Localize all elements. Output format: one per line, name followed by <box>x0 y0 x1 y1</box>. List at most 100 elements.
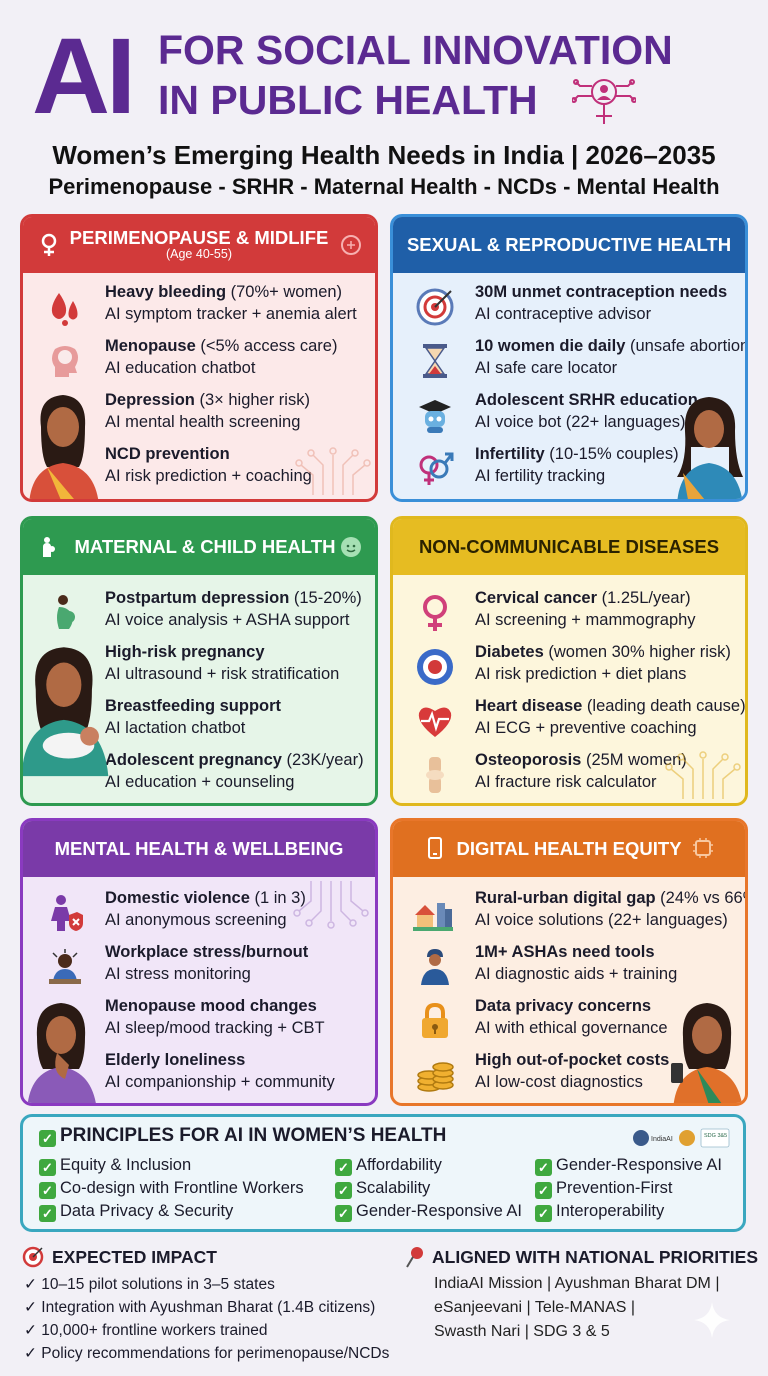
blood-drops-icon <box>51 293 78 326</box>
card-ncd-title: NON-COMMUNICABLE DISEASES <box>418 535 720 557</box>
woman-phone-illustration <box>671 1003 742 1103</box>
list-item: Menopause mood changes AI sleep/mood tra… <box>105 997 325 1037</box>
principle-item: ✓ Co-design with Frontline Workers <box>39 1179 304 1199</box>
gender-symbols-icon <box>419 452 454 485</box>
check-icon: ✓ <box>39 1130 56 1147</box>
check-icon: ✓ <box>535 1159 552 1176</box>
list-item: Adolescent SRHR education AI voice bot (… <box>393 389 745 443</box>
padlock-icon <box>422 1002 448 1038</box>
impact-item: ✓ 10–15 pilot solutions in 3–5 states <box>24 1276 275 1293</box>
list-item: NCD prevention AI risk prediction + coac… <box>105 445 312 485</box>
impact-item: ✓ Integration with Ayushman Bharat (1.4B… <box>24 1299 376 1316</box>
card-maternal-title: MATERNAL & CHILD HEALTH <box>74 535 336 557</box>
aligned-line: IndiaAI Mission | Ayushman Bharat DM | <box>434 1275 720 1292</box>
brain-chip-icon <box>341 235 361 255</box>
card-digital-title: DIGITAL HEALTH EQUITY <box>456 837 682 859</box>
chip-icon <box>693 838 713 858</box>
card-perimenopause-header: PERIMENOPAUSE & MIDLIFE (Age 40-55) <box>23 217 375 273</box>
list-item: Rural-urban digital gap (24% vs 66%) AI … <box>393 887 745 941</box>
impact-item: ✓ Policy recommendations for perimenopau… <box>24 1345 390 1362</box>
diabetes-icon <box>417 649 453 685</box>
card-perimenopause-title: PERIMENOPAUSE & MIDLIFE <box>69 226 329 248</box>
sparkle-icon <box>694 1302 730 1338</box>
card-digital: DIGITAL HEALTH EQUITY Rural-urban digita… <box>390 818 748 1106</box>
list-item: Workplace stress/burnout AI stress monit… <box>23 941 375 995</box>
list-item: Postpartum depression (15-20%) AI voice … <box>23 587 375 641</box>
card-perimenopause: PERIMENOPAUSE & MIDLIFE (Age 40-55) Heavy… <box>20 214 378 502</box>
card-ncd: NON-COMMUNICABLE DISEASES Cervical cance… <box>390 516 748 806</box>
partner-logos: IndiaAI SDG 3&5 <box>633 1128 730 1148</box>
hourglass-icon <box>423 344 447 378</box>
pushpin-icon <box>406 1247 423 1268</box>
principle-item: ✓ Prevention-First <box>535 1179 672 1199</box>
card-srh-title: SEXUAL & REPRODUCTIVE HEALTH <box>406 233 732 255</box>
list-item: High-risk pregnancy AI ultrasound + risk… <box>105 643 340 683</box>
smartphone-icon <box>428 837 442 859</box>
check-icon: ✓ <box>335 1159 352 1176</box>
principle-item: ✓ Data Privacy & Security <box>39 1202 233 1222</box>
list-item: Diabetes (women 30% higher risk) AI risk… <box>393 641 745 695</box>
card-maternal: MATERNAL & CHILD HEALTH Postpartum depre… <box>20 516 378 806</box>
circuit-decoration-icon <box>293 881 369 929</box>
woman-shield-icon <box>51 895 83 931</box>
subtitle: Women’s Emerging Health Needs in India |… <box>52 140 716 170</box>
principle-item: ✓ Interoperability <box>535 1202 664 1222</box>
list-item: 1M+ ASHAs need tools AI diagnostic aids … <box>393 941 745 995</box>
thinking-woman-illustration <box>27 1003 96 1103</box>
check-icon: ✓ <box>335 1205 352 1222</box>
mother-baby-icon <box>43 537 55 557</box>
principle-item: ✓ Gender-Responsive AI <box>335 1202 522 1222</box>
impact-item: ✓ 10,000+ frontline workers trained <box>24 1322 268 1339</box>
list-item: 30M unmet contraception needs AI contrac… <box>393 281 745 335</box>
list-item: Osteoporosis (25M women) AI fracture ris… <box>393 749 745 803</box>
aligned-line: Swasth Nari | SDG 3 & 5 <box>434 1323 610 1340</box>
card-mental: MENTAL HEALTH & WELLBEING Domestic viole… <box>20 818 378 1106</box>
sdg-logo-text: SDG 3&5 <box>704 1133 727 1139</box>
list-item: Adolescent pregnancy (23K/year) AI educa… <box>105 751 364 791</box>
list-item: Infertility (10-15% couples) AI fertilit… <box>393 443 745 497</box>
principle-item: ✓ Gender-Responsive AI <box>535 1156 722 1176</box>
list-item: Domestic violence (1 in 3) AI anonymous … <box>23 887 375 941</box>
check-icon: ✓ <box>39 1159 56 1176</box>
card-maternal-header: MATERNAL & CHILD HEALTH <box>23 519 375 575</box>
principle-item: ✓ Equity & Inclusion <box>39 1156 191 1176</box>
village-city-icon <box>413 903 453 931</box>
list-item: Data privacy concerns AI with ethical go… <box>393 995 745 1049</box>
indiaai-logo-text: IndiaAI <box>651 1136 673 1143</box>
card-srh-header: SEXUAL & REPRODUCTIVE HEALTH <box>393 217 745 273</box>
female-symbol-icon <box>41 233 57 256</box>
coins-icon <box>417 1062 454 1092</box>
woman-illustration <box>677 397 743 499</box>
circuit-decoration-icon <box>295 447 371 495</box>
knee-bone-icon <box>426 757 444 793</box>
aligned-line: eSanjeevani | Tele-MANAS | <box>434 1299 636 1316</box>
check-icon: ✓ <box>39 1182 56 1199</box>
ai-logo-text: AI <box>32 15 136 136</box>
health-worker-icon <box>421 949 449 985</box>
check-icon: ✓ <box>39 1205 56 1222</box>
circuit-decoration-icon <box>665 751 741 799</box>
heart-ecg-icon <box>418 707 452 737</box>
principle-item: ✓ Scalability <box>335 1179 430 1199</box>
principle-item: ✓ Affordability <box>335 1156 442 1176</box>
card-mental-header: MENTAL HEALTH & WELLBEING <box>23 821 375 877</box>
list-item: Heart disease (leading death cause) AI E… <box>393 695 745 749</box>
baby-face-icon <box>341 537 361 557</box>
page-header: AI FOR SOCIAL INNOVATION IN PUBLIC HEALT… <box>0 0 768 210</box>
check-icon: ✓ <box>535 1205 552 1222</box>
list-item: Elderly loneliness AI companionship + co… <box>105 1051 335 1091</box>
check-icon: ✓ <box>335 1182 352 1199</box>
female-symbol-icon <box>423 595 447 631</box>
list-item: Cervical cancer (1.25L/year) AI screenin… <box>393 587 745 641</box>
female-circuit-icon <box>572 79 636 124</box>
principles-box: ✓ PRINCIPLES FOR AI IN WOMEN’S HEALTH Ind… <box>20 1114 746 1232</box>
card-digital-header: DIGITAL HEALTH EQUITY <box>393 821 745 877</box>
card-ncd-header: NON-COMMUNICABLE DISEASES <box>393 519 745 575</box>
pregnant-woman-icon <box>57 595 75 629</box>
graduate-robot-icon <box>419 400 451 433</box>
topics-line: Perimenopause - SRHR - Maternal Health -… <box>48 174 720 199</box>
card-perimenopause-subtitle: (Age 40-55) <box>165 247 232 262</box>
check-icon: ✓ <box>535 1182 552 1199</box>
list-item: High out-of-pocket costs AI low-cost dia… <box>393 1049 745 1103</box>
aligned-title: ALIGNED WITH NATIONAL PRIORITIES <box>432 1247 759 1267</box>
